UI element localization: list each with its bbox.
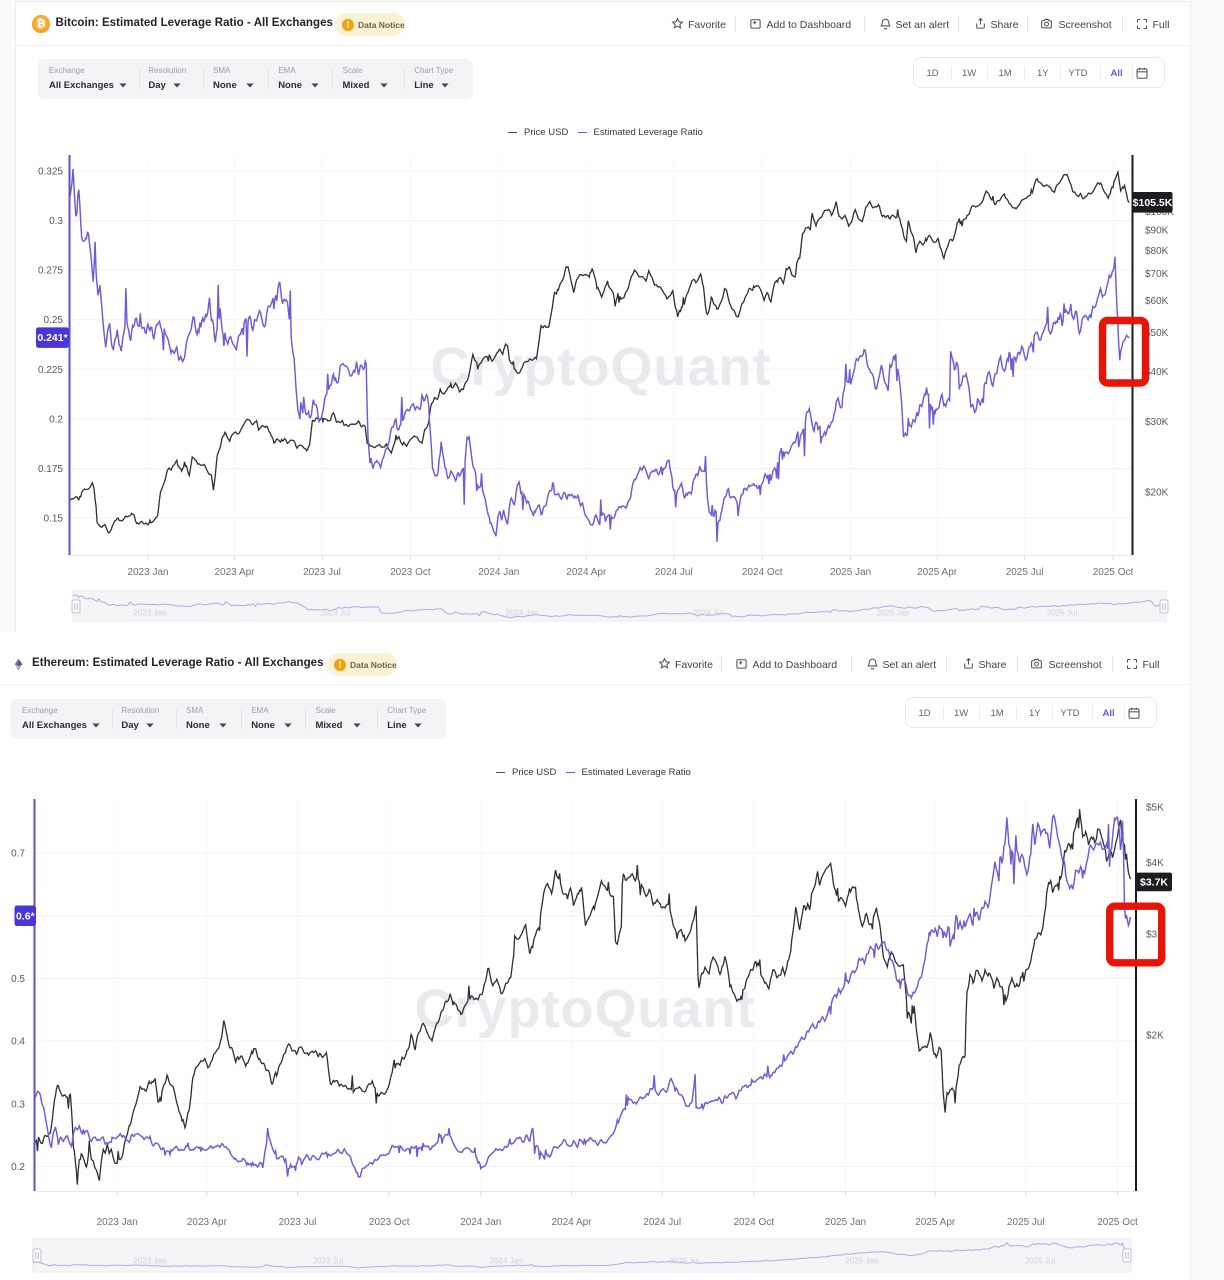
svg-text:2023 Jul: 2023 Jul	[279, 1217, 317, 1228]
svg-text:0.225: 0.225	[38, 365, 63, 376]
svg-text:2024 Jan: 2024 Jan	[460, 1217, 501, 1228]
svg-text:2025 Oct: 2025 Oct	[1093, 567, 1134, 578]
svg-text:2023 Oct: 2023 Oct	[390, 567, 431, 578]
svg-text:$3.7K: $3.7K	[1140, 877, 1168, 889]
svg-text:$40K: $40K	[1145, 367, 1169, 378]
svg-text:2025 Jan: 2025 Jan	[846, 1257, 879, 1266]
svg-text:2025 Jul: 2025 Jul	[1006, 567, 1044, 578]
svg-text:2025 Jan: 2025 Jan	[877, 609, 910, 618]
svg-text:2025 Jan: 2025 Jan	[830, 567, 871, 578]
svg-text:$80K: $80K	[1145, 246, 1169, 257]
svg-text:0.2: 0.2	[11, 1162, 25, 1173]
svg-text:$5K: $5K	[1146, 803, 1164, 814]
svg-text:0.241*: 0.241*	[37, 332, 68, 344]
svg-text:2023 Jul: 2023 Jul	[320, 609, 350, 618]
svg-text:2023 Jul: 2023 Jul	[313, 1257, 343, 1266]
svg-text:$70K: $70K	[1145, 269, 1169, 280]
svg-text:2023 Jan: 2023 Jan	[97, 1217, 138, 1228]
svg-text:0.275: 0.275	[38, 266, 63, 277]
svg-text:2024 Jul: 2024 Jul	[643, 1217, 681, 1228]
svg-text:0.3: 0.3	[11, 1099, 25, 1110]
svg-text:2023 Jan: 2023 Jan	[134, 609, 167, 618]
svg-text:2024 Jul: 2024 Jul	[669, 1257, 699, 1266]
svg-text:2025 Jul: 2025 Jul	[1025, 1257, 1055, 1266]
svg-text:$20K: $20K	[1145, 488, 1169, 499]
svg-text:$105.5K: $105.5K	[1133, 197, 1173, 209]
svg-text:0.175: 0.175	[38, 464, 63, 475]
svg-text:2023 Jan: 2023 Jan	[134, 1257, 167, 1266]
svg-text:2024 Jan: 2024 Jan	[478, 567, 519, 578]
svg-text:CryptoQuant: CryptoQuant	[415, 979, 756, 1039]
svg-text:2025 Jul: 2025 Jul	[1007, 1217, 1045, 1228]
svg-text:$2K: $2K	[1146, 1030, 1164, 1041]
svg-text:2024 Apr: 2024 Apr	[551, 1217, 592, 1228]
svg-text:2023 Oct: 2023 Oct	[369, 1217, 410, 1228]
svg-text:0.25: 0.25	[44, 315, 64, 326]
svg-text:0.15: 0.15	[44, 514, 64, 525]
svg-text:$60K: $60K	[1145, 296, 1169, 307]
svg-text:$30K: $30K	[1145, 417, 1169, 428]
svg-text:2024 Jul: 2024 Jul	[655, 567, 693, 578]
svg-text:$4K: $4K	[1146, 858, 1164, 869]
svg-text:0.7: 0.7	[11, 849, 25, 860]
svg-text:$90K: $90K	[1145, 226, 1169, 237]
svg-text:2024 Jul: 2024 Jul	[693, 609, 723, 618]
svg-text:2024 Oct: 2024 Oct	[734, 1217, 775, 1228]
svg-text:$3K: $3K	[1146, 930, 1164, 941]
svg-text:2024 Apr: 2024 Apr	[566, 567, 607, 578]
svg-text:2023 Jul: 2023 Jul	[303, 567, 341, 578]
svg-text:2025 Apr: 2025 Apr	[915, 1217, 956, 1228]
svg-text:2023 Apr: 2023 Apr	[214, 567, 255, 578]
svg-text:2025 Jan: 2025 Jan	[825, 1217, 866, 1228]
svg-text:2025 Jul: 2025 Jul	[1047, 609, 1077, 618]
svg-text:2024 Jan: 2024 Jan	[506, 609, 539, 618]
svg-text:0.6*: 0.6*	[16, 910, 36, 922]
svg-text:2024 Jan: 2024 Jan	[490, 1257, 523, 1266]
svg-text:2025 Oct: 2025 Oct	[1097, 1217, 1138, 1228]
svg-text:0.325: 0.325	[38, 167, 63, 178]
svg-text:2023 Apr: 2023 Apr	[187, 1217, 228, 1228]
svg-text:0.3: 0.3	[49, 216, 63, 227]
svg-text:0.5: 0.5	[11, 974, 25, 985]
svg-text:$50K: $50K	[1145, 328, 1169, 339]
svg-text:0.4: 0.4	[11, 1037, 25, 1048]
svg-text:0.2: 0.2	[49, 414, 63, 425]
svg-text:2024 Oct: 2024 Oct	[742, 567, 783, 578]
svg-text:2023 Jan: 2023 Jan	[127, 567, 168, 578]
svg-text:2025 Apr: 2025 Apr	[917, 567, 958, 578]
svg-text:CryptoQuant: CryptoQuant	[431, 337, 772, 397]
